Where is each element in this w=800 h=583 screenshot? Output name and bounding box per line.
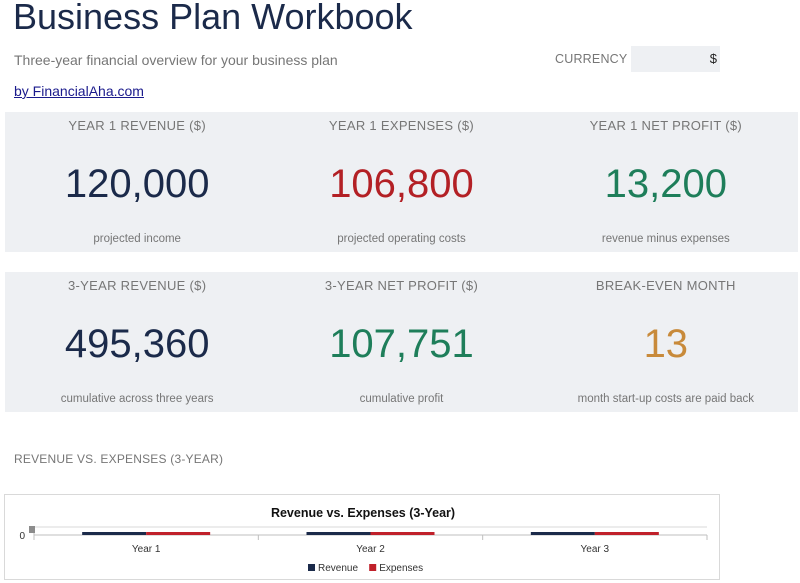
kpi-note: projected income [93, 233, 181, 245]
kpi-label: BREAK-EVEN MONTH [595, 278, 736, 293]
chart-handle [29, 526, 35, 533]
bar-expenses-year-1 [146, 532, 211, 535]
kpi-note: cumulative across three years [60, 393, 214, 405]
kpi-value: 120,000 [64, 162, 210, 206]
chart-title: Revenue vs. Expenses (3-Year) [271, 506, 455, 520]
bar-expenses-year-3 [594, 532, 659, 535]
x-tick-label: Year 3 [581, 544, 610, 555]
kpi-year1-revenue: YEAR 1 REVENUE ($) 120,000 projected inc… [5, 112, 269, 252]
kpi-note: revenue minus expenses [601, 233, 730, 245]
currency-label: CURRENCY [555, 52, 628, 66]
kpi-label: YEAR 1 NET PROFIT ($) [589, 118, 743, 133]
kpi-break-even-month: BREAK-EVEN MONTH 13 month start-up costs… [534, 272, 798, 412]
kpi-row-three-year: 3-YEAR REVENUE ($) 495,360 cumulative ac… [5, 272, 798, 412]
kpi-label: 3-YEAR REVENUE ($) [68, 278, 207, 293]
kpi-value: 13 [643, 322, 689, 366]
kpi-value: 106,800 [329, 162, 474, 206]
byline-link[interactable]: by FinancialAha.com [14, 83, 144, 99]
legend-label-expenses: Expenses [379, 563, 423, 574]
kpi-note: cumulative profit [359, 393, 444, 405]
bar-expenses-year-2 [370, 532, 435, 535]
kpi-label: YEAR 1 EXPENSES ($) [328, 118, 475, 133]
page-title: Business Plan Workbook [13, 0, 413, 37]
kpi-note: projected operating costs [337, 233, 466, 245]
chart-section-heading: REVENUE VS. EXPENSES (3-YEAR) [14, 452, 224, 466]
kpi-label: YEAR 1 REVENUE ($) [68, 118, 206, 133]
page-subtitle: Three-year financial overview for your b… [14, 52, 338, 68]
x-tick-label: Year 2 [356, 544, 385, 555]
x-tick-label: Year 1 [132, 544, 161, 555]
kpi-3yr-net-profit: 3-YEAR NET PROFIT ($) 107,751 cumulative… [269, 272, 533, 412]
legend-swatch-expenses [369, 564, 377, 571]
kpi-row-year1: YEAR 1 REVENUE ($) 120,000 projected inc… [5, 112, 798, 252]
legend-swatch-revenue [308, 564, 315, 571]
bar-revenue-year-1 [82, 532, 147, 535]
currency-input[interactable]: $ [631, 46, 720, 72]
kpi-value: 107,751 [329, 322, 474, 366]
revenue-expenses-chart: Revenue vs. Expenses (3-Year) 0 Year 1 Year… [19, 506, 708, 574]
bar-revenue-year-3 [530, 532, 595, 535]
bar-revenue-year-2 [306, 532, 371, 535]
kpi-year1-net-profit: YEAR 1 NET PROFIT ($) 13,200 revenue min… [534, 112, 798, 252]
y-tick-label: 0 [19, 531, 25, 542]
chart-container[interactable]: Revenue vs. Expenses (3-Year) 0 Year 1 Year… [4, 494, 720, 580]
kpi-value: 495,360 [64, 322, 210, 366]
kpi-3yr-revenue: 3-YEAR REVENUE ($) 495,360 cumulative ac… [5, 272, 269, 412]
kpi-note: month start-up costs are paid back [577, 393, 755, 405]
kpi-year1-expenses: YEAR 1 EXPENSES ($) 106,800 projected op… [269, 112, 533, 252]
legend-label-revenue: Revenue [318, 563, 358, 574]
kpi-value: 13,200 [604, 162, 727, 206]
kpi-label: 3-YEAR NET PROFIT ($) [324, 278, 479, 293]
